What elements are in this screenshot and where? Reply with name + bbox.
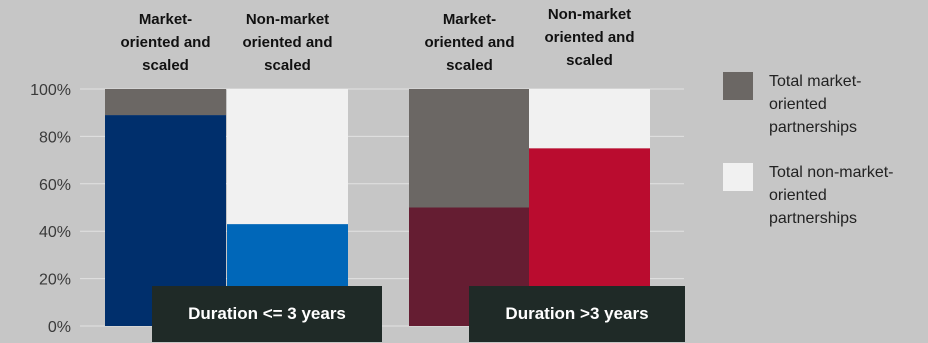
legend-swatch-non-market-oriented xyxy=(723,163,753,191)
category-label-line: scaled xyxy=(142,57,189,74)
bar-segment-series-2-category-1 xyxy=(227,89,348,225)
y-axis-tick-labels: 0% 20% 40% 60% 80% 100% xyxy=(30,82,71,336)
bar-segment-series-2-category-3 xyxy=(529,89,650,149)
category-label-line: oriented and xyxy=(120,34,210,51)
category-label-line: scaled xyxy=(446,57,493,74)
category-label-line: oriented and xyxy=(242,34,332,51)
category-label-line: scaled xyxy=(566,52,613,69)
group-banner-short-duration: Duration <= 3 years xyxy=(152,286,382,342)
category-label-2: Market-oriented and scaled xyxy=(424,11,514,74)
category-label-line: Market- xyxy=(443,11,496,28)
category-label-line: oriented and xyxy=(544,29,634,46)
category-label-0: Market-oriented and scaled xyxy=(120,11,210,74)
y-tick-label: 80% xyxy=(39,129,71,146)
category-label-line: Non-market xyxy=(246,11,329,28)
legend-item-market-oriented: Total market-oriented partnerships xyxy=(723,70,923,139)
legend: Total market-oriented partnerships Total… xyxy=(723,70,923,252)
category-labels: Market-oriented and scaled Non-market orien… xyxy=(120,6,634,74)
legend-label-non-market-oriented: Total non-market-oriented partnerships xyxy=(769,164,894,227)
legend-item-non-market-oriented: Total non-market-oriented partnerships xyxy=(723,161,923,230)
y-tick-label: 100% xyxy=(30,82,71,99)
group-label-long-duration: Duration >3 years xyxy=(505,304,649,323)
legend-label-market-oriented: Total market-oriented partnerships xyxy=(769,73,862,136)
group-banner-long-duration: Duration >3 years xyxy=(469,286,685,342)
y-tick-label: 40% xyxy=(39,224,71,241)
bar-segment-series-1-category-2 xyxy=(409,89,530,208)
bar-segment-series-1-category-0 xyxy=(105,89,226,116)
category-label-line: Market- xyxy=(139,11,192,28)
legend-swatch-market-oriented xyxy=(723,72,753,100)
category-label-1: Non-market oriented and scaled xyxy=(242,11,332,74)
y-tick-label: 0% xyxy=(48,319,71,336)
category-label-line: scaled xyxy=(264,57,311,74)
y-tick-label: 60% xyxy=(39,177,71,194)
y-tick-label: 20% xyxy=(39,272,71,289)
category-label-line: oriented and xyxy=(424,34,514,51)
category-label-line: Non-market xyxy=(548,6,631,23)
group-label-short-duration: Duration <= 3 years xyxy=(188,304,346,323)
category-label-3: Non-market oriented and scaled xyxy=(544,6,634,69)
